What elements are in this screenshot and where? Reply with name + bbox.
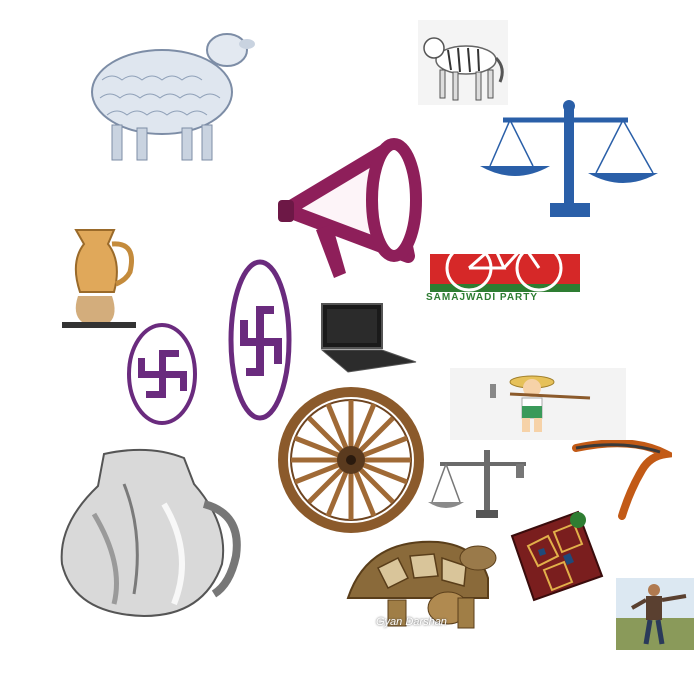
tiger-icon <box>418 20 508 105</box>
bicycle-banner-text: SAMAJWADI PARTY <box>426 292 539 303</box>
bicycle-icon <box>424 232 590 302</box>
swastika-large-icon <box>228 258 292 422</box>
sickle-icon <box>572 440 672 520</box>
watermark: Gyan Darshan <box>376 616 447 628</box>
tortoise-icon <box>338 528 504 640</box>
cart-wheel-icon <box>276 382 426 537</box>
megaphone-icon <box>276 138 438 288</box>
sheep-icon <box>82 20 257 165</box>
glass-jug-icon <box>54 444 244 624</box>
swastika-small-icon <box>126 322 198 427</box>
laptop-icon <box>318 300 418 375</box>
walking-man-icon <box>616 578 694 650</box>
farmer-icon <box>450 368 626 440</box>
carpet-bag-icon <box>508 506 604 604</box>
jug-icon <box>62 222 140 332</box>
weighing-scale-icon <box>478 98 663 220</box>
small-scale-icon <box>426 446 530 524</box>
